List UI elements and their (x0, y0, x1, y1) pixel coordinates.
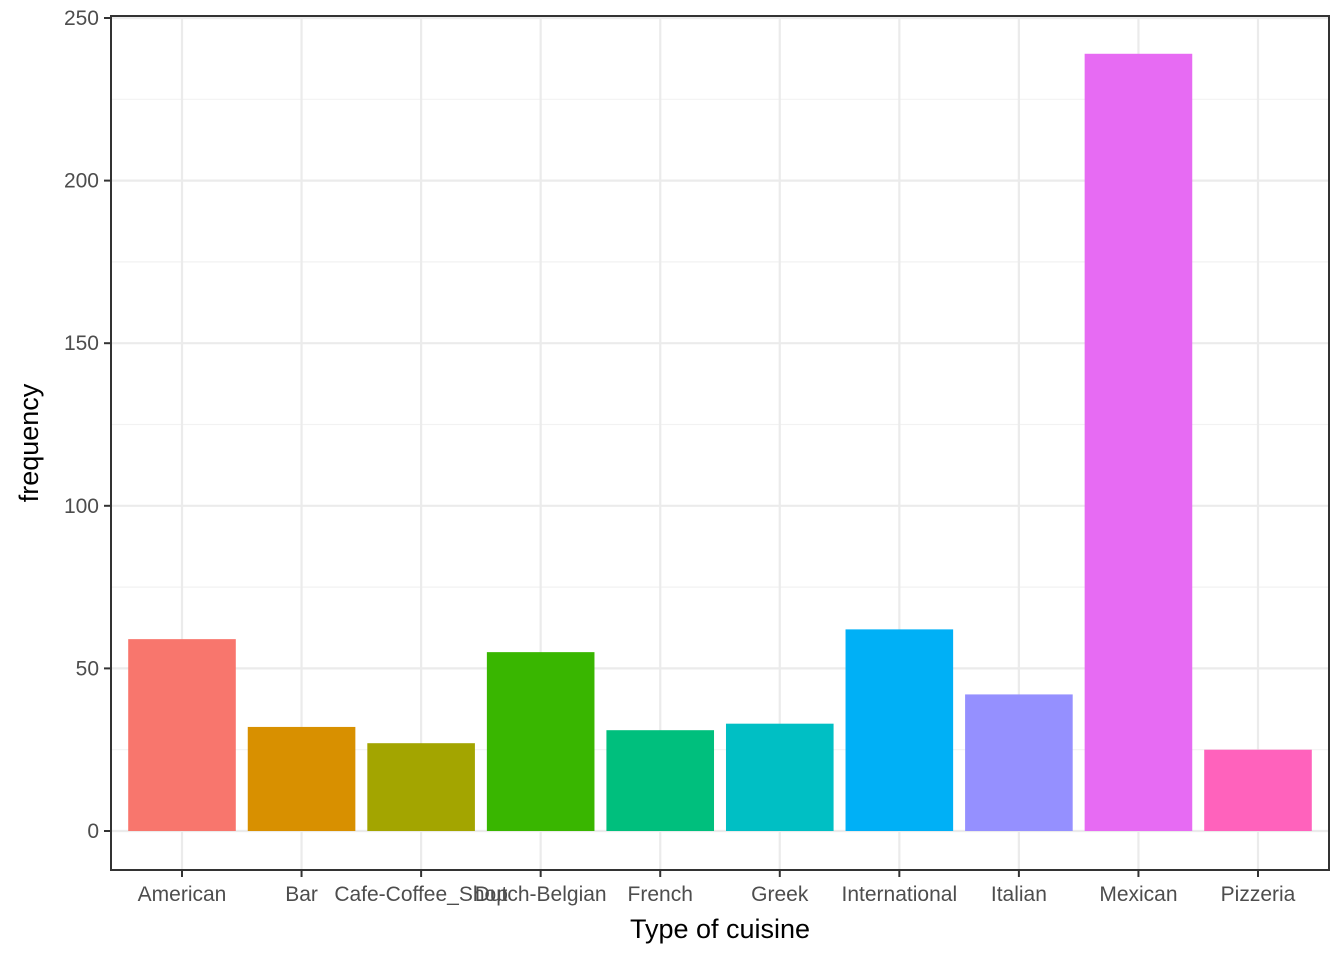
bar-international (845, 629, 954, 831)
x-tick-label: Cafe-Coffee_Shop (334, 883, 508, 906)
bar-french (606, 730, 715, 831)
bars (128, 53, 1312, 832)
y-axis: 0 50 100 150 200 250 (64, 7, 111, 843)
y-tick-label: 150 (64, 332, 99, 355)
x-tick-label: International (842, 883, 958, 906)
bar-italian (965, 694, 1073, 831)
x-tick-label: Italian (991, 883, 1047, 906)
bar-american (128, 639, 236, 831)
x-axis-title: Type of cuisine (630, 914, 810, 944)
y-axis-title: frequency (14, 383, 44, 502)
y-tick-label: 100 (64, 495, 99, 518)
y-tick-label: 250 (64, 7, 99, 30)
bar-bar (247, 726, 356, 831)
x-tick-label: Bar (285, 883, 318, 906)
bar-pizzeria (1204, 749, 1312, 831)
bar-dutch-belgian (486, 652, 595, 831)
x-tick-label: Dutch-Belgian (475, 883, 607, 906)
plot-panel-border (110, 15, 1330, 871)
x-tick-label: French (628, 883, 693, 906)
x-tick-label: Greek (751, 883, 809, 906)
x-tick-label: Mexican (1099, 883, 1177, 906)
x-tick-label: Pizzeria (1221, 883, 1296, 906)
bar-cafe-coffee-shop (367, 743, 475, 831)
y-tick-label: 0 (87, 820, 99, 843)
bar-mexican (1084, 53, 1193, 832)
x-axis: American Bar Cafe-Coffee_ShopDutch-Belgian… (138, 870, 1296, 906)
bar-greek (725, 723, 834, 831)
y-tick-label: 50 (76, 657, 99, 680)
y-tick-label: 200 (64, 170, 99, 193)
x-tick-label: American (138, 883, 227, 906)
